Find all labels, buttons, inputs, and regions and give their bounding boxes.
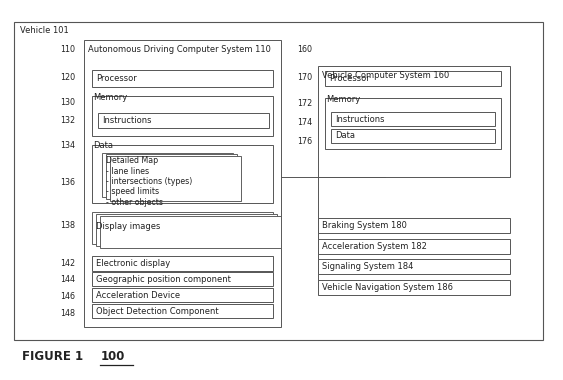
- Text: Processor: Processor: [96, 74, 137, 83]
- Text: 100: 100: [100, 350, 125, 363]
- Text: 160: 160: [297, 45, 312, 54]
- Text: Memory: Memory: [326, 95, 360, 103]
- Text: 146: 146: [60, 292, 75, 301]
- FancyBboxPatch shape: [84, 40, 282, 327]
- FancyBboxPatch shape: [318, 218, 510, 233]
- FancyBboxPatch shape: [318, 259, 510, 274]
- FancyBboxPatch shape: [325, 71, 501, 86]
- Text: 142: 142: [60, 258, 75, 268]
- Text: 148: 148: [60, 309, 75, 318]
- FancyBboxPatch shape: [92, 272, 273, 286]
- Text: Geographic position component: Geographic position component: [96, 275, 231, 283]
- Text: Memory: Memory: [93, 93, 127, 101]
- FancyBboxPatch shape: [92, 304, 273, 318]
- Text: 174: 174: [297, 118, 312, 127]
- Text: Detailed Map
- lane lines
- intersections (types)
- speed limits
- other objects: Detailed Map - lane lines - intersection…: [106, 156, 193, 207]
- Text: 138: 138: [60, 221, 75, 230]
- FancyBboxPatch shape: [110, 156, 241, 201]
- Text: Vehicle 101: Vehicle 101: [20, 26, 68, 35]
- Text: Electronic display: Electronic display: [96, 259, 171, 268]
- Text: Vehicle Navigation System 186: Vehicle Navigation System 186: [322, 283, 453, 292]
- FancyBboxPatch shape: [92, 97, 273, 136]
- Text: 134: 134: [60, 141, 75, 150]
- Text: FIGURE 1: FIGURE 1: [23, 350, 83, 363]
- FancyBboxPatch shape: [330, 112, 495, 126]
- Text: Processor: Processor: [329, 74, 370, 83]
- Text: 172: 172: [297, 100, 312, 108]
- FancyBboxPatch shape: [92, 256, 273, 271]
- Text: 130: 130: [60, 98, 75, 106]
- Text: 120: 120: [60, 73, 75, 82]
- Text: Instructions: Instructions: [102, 116, 151, 125]
- FancyBboxPatch shape: [106, 154, 237, 200]
- FancyBboxPatch shape: [92, 288, 273, 302]
- FancyBboxPatch shape: [92, 145, 273, 203]
- FancyBboxPatch shape: [92, 212, 273, 244]
- Text: Braking System 180: Braking System 180: [322, 221, 407, 230]
- FancyBboxPatch shape: [102, 152, 233, 198]
- Text: Vehicle Computer System 160: Vehicle Computer System 160: [322, 71, 449, 80]
- Text: Object Detection Component: Object Detection Component: [96, 307, 219, 316]
- FancyBboxPatch shape: [92, 70, 273, 87]
- Text: Acceleration Device: Acceleration Device: [96, 291, 181, 300]
- FancyBboxPatch shape: [100, 216, 281, 248]
- FancyBboxPatch shape: [318, 66, 510, 177]
- Text: Instructions: Instructions: [335, 115, 385, 124]
- Text: 170: 170: [297, 73, 312, 82]
- FancyBboxPatch shape: [14, 22, 543, 340]
- Text: Signaling System 184: Signaling System 184: [322, 262, 414, 271]
- Text: 136: 136: [60, 178, 75, 187]
- FancyBboxPatch shape: [325, 98, 501, 149]
- FancyBboxPatch shape: [318, 239, 510, 254]
- FancyBboxPatch shape: [330, 128, 495, 143]
- Text: Data: Data: [93, 141, 113, 150]
- Text: Autonomous Driving Computer System 110: Autonomous Driving Computer System 110: [88, 45, 271, 54]
- FancyBboxPatch shape: [318, 280, 510, 295]
- FancyBboxPatch shape: [97, 113, 269, 128]
- FancyBboxPatch shape: [96, 214, 277, 246]
- Text: Data: Data: [335, 131, 355, 140]
- Text: Display images: Display images: [96, 222, 161, 231]
- Text: 110: 110: [60, 45, 75, 54]
- Text: 144: 144: [60, 276, 75, 284]
- Text: Acceleration System 182: Acceleration System 182: [322, 242, 427, 251]
- Text: 132: 132: [60, 116, 75, 125]
- Text: 176: 176: [297, 137, 312, 146]
